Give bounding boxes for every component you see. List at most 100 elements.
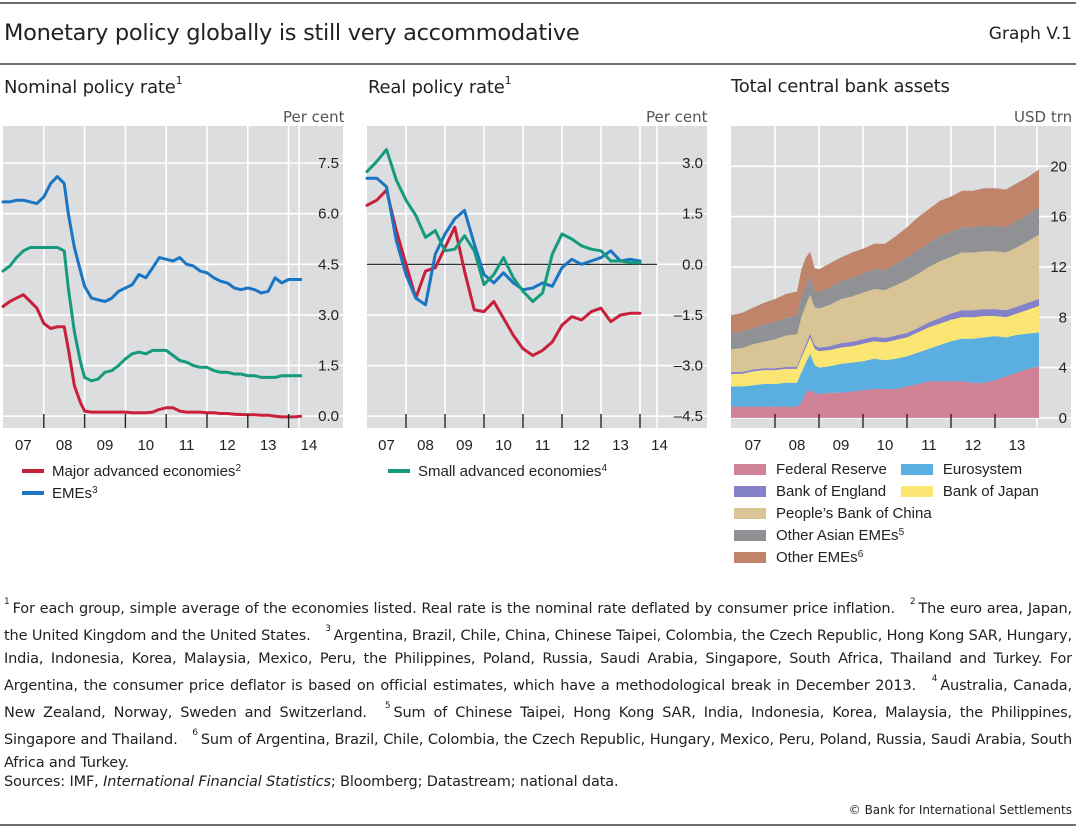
legend-label: Federal Reserve (776, 460, 887, 478)
x-tick-label: 14 (301, 437, 318, 454)
legend-swatch (734, 551, 766, 563)
legend-label: Bank of England (776, 482, 887, 500)
legend-item-bank-of-japan: Bank of Japan (900, 480, 1039, 502)
y-tick-label: 0.0 (318, 408, 339, 425)
x-tick-label: 09 (456, 437, 473, 454)
x-tick-label: 10 (495, 437, 512, 454)
x-tick-label: 08 (417, 437, 434, 454)
y-tick-label: 1.5 (682, 206, 703, 223)
legend-item-other-emes: Other EMEs 6 (734, 546, 1039, 568)
legend-item-pboc: People’s Bank of China (734, 502, 1039, 524)
y-tick-label: –1.5 (674, 307, 703, 324)
legend-item-federal-reserve: Federal Reserve (734, 458, 887, 480)
legend-label: Small advanced economies (418, 462, 602, 480)
x-tick-label: 12 (573, 437, 590, 454)
legend-swatch (900, 485, 933, 497)
real-title-footnote: 1 (504, 74, 512, 87)
nominal-legend: Major advanced economies 2 EMEs 3 (20, 460, 241, 504)
legend-label: Other EMEs (776, 548, 858, 566)
nominal-policy-rate-chart: 7.5 6.0 4.5 3.0 1.5 0.0 07 08 09 10 11 12 13 14 (1, 126, 343, 454)
real-policy-rate-chart: 3.0 1.5 0.0 –1.5 –3.0 –4.5 07 08 09 10 11 12 13 14 (365, 126, 707, 454)
x-tick-label: 07 (15, 437, 32, 454)
x-tick-label: 13 (260, 437, 277, 454)
line-major-advanced-economies (1, 293, 303, 419)
x-tick-label: 09 (97, 437, 114, 454)
figure-title: Monetary policy globally is still very a… (4, 20, 580, 46)
y-tick-label: –4.5 (674, 408, 703, 425)
copyright: © Bank for International Settlements (848, 803, 1072, 817)
x-tick-label: 11 (921, 437, 937, 454)
y-tick-label: 8 (1059, 309, 1067, 326)
area-federal-reserve (731, 366, 1039, 418)
x-tick-label: 13 (1009, 437, 1026, 454)
title-rule (0, 63, 1076, 65)
legend-swatch (734, 485, 766, 497)
x-tick-label: 12 (219, 437, 236, 454)
footnote-text: Sum of Chinese Taipei, Hong Kong SAR, In… (4, 705, 1072, 749)
x-tick-label: 08 (789, 437, 806, 454)
legend-footnote: 3 (92, 484, 98, 496)
nominal-title-footnote: 1 (175, 74, 183, 87)
area-other-asian-emes (731, 207, 1039, 350)
footnote-text: Argentina, Brazil, Chile, China, Chinese… (4, 627, 1072, 695)
footnote-text: Australia, Canada, New Zealand, Norway, … (4, 678, 1072, 722)
sources-suffix: ; Bloomberg; Datastream; national data. (330, 774, 619, 790)
assets-panel-title: Total central bank assets (731, 76, 950, 97)
y-tick-label: 4.5 (318, 256, 339, 273)
legend-item-small-advanced: Small advanced economies 4 (386, 460, 607, 482)
x-tick-label: 09 (833, 437, 850, 454)
footnotes: 1 For each group, simple average of the e… (4, 594, 1072, 776)
sources: Sources: IMF, International Financial St… (4, 774, 619, 790)
x-tick-label: 10 (877, 437, 894, 454)
line-small-advanced-economies (1, 246, 303, 383)
y-tick-label: 3.0 (318, 307, 339, 324)
x-tick-label: 12 (965, 437, 982, 454)
y-tick-label: 0.0 (682, 256, 703, 273)
x-tick-label: 07 (745, 437, 762, 454)
graph-id: Graph V.1 (988, 24, 1072, 44)
real-legend: Small advanced economies 4 (386, 460, 607, 482)
footnote-marker: 2 (909, 597, 916, 607)
footnote-marker: 5 (384, 701, 391, 712)
legend-label: Bank of Japan (942, 482, 1039, 500)
footnote-text: Sum of Argentina, Brazil, Chile, Colombi… (4, 732, 1072, 772)
y-tick-label: 4 (1059, 360, 1067, 377)
x-tick-label: 08 (56, 437, 73, 454)
legend-swatch (734, 529, 766, 541)
y-tick-label: 12 (1050, 259, 1067, 276)
footnote-marker: 6 (192, 728, 198, 739)
legend-swatch (900, 463, 933, 475)
legend-item-emes: EMEs 3 (20, 482, 241, 504)
top-rule (0, 2, 1076, 4)
assets-legend: Federal Reserve Eurosystem Bank of Engla… (734, 458, 1039, 568)
legend-label: EMEs (52, 484, 93, 502)
legend-footnote: 4 (601, 462, 607, 474)
nominal-title-text: Nominal policy rate (4, 77, 176, 98)
x-tick-label: 11 (179, 437, 195, 454)
footnote-marker: 3 (325, 624, 331, 635)
x-tick-label: 07 (378, 437, 395, 454)
plot-background (367, 126, 707, 428)
assets-title-text: Total central bank assets (731, 76, 950, 97)
y-tick-label: 7.5 (318, 155, 339, 172)
bottom-rule (0, 824, 1076, 826)
sources-prefix: Sources: IMF, (4, 774, 104, 790)
legend-footnote: 5 (898, 526, 905, 538)
x-tick-label: 14 (651, 437, 668, 454)
nominal-panel-title: Nominal policy rate1 (4, 74, 183, 98)
footnote-marker: 1 (4, 597, 10, 607)
legend-label: Other Asian EMEs (776, 526, 899, 544)
legend-footnote: 6 (857, 548, 864, 560)
area-other-emes (731, 169, 1039, 333)
central-bank-assets-chart: 20 16 12 8 4 0 07 08 09 10 11 12 13 (731, 126, 1071, 454)
x-tick-label: 13 (612, 437, 629, 454)
area-people-s-bank-of-china (731, 234, 1039, 372)
sources-italic: International Financial Statistics (103, 774, 331, 790)
footnote-text: For each group, simple average of the ec… (12, 600, 896, 617)
line-emes (365, 176, 642, 307)
footnote-marker: 4 (931, 674, 938, 685)
y-tick-label: 0 (1059, 410, 1067, 427)
legend-label: Eurosystem (942, 460, 1023, 478)
legend-item-other-asian-emes: Other Asian EMEs 5 (734, 524, 1039, 546)
assets-unit: USD trn (1014, 108, 1073, 126)
